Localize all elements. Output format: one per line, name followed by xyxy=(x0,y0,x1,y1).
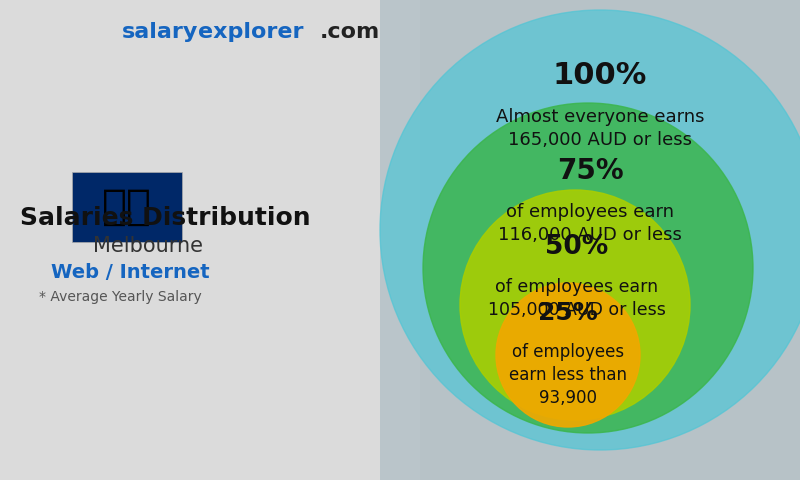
Text: .com: .com xyxy=(320,22,380,42)
Text: of employees earn
105,000 AUD or less: of employees earn 105,000 AUD or less xyxy=(488,278,666,319)
Circle shape xyxy=(380,10,800,450)
Text: Web / Internet: Web / Internet xyxy=(50,263,210,281)
Text: 75%: 75% xyxy=(557,157,623,185)
Text: Melbourne: Melbourne xyxy=(93,236,203,256)
Text: salary: salary xyxy=(122,22,198,42)
Text: of employees earn
116,000 AUD or less: of employees earn 116,000 AUD or less xyxy=(498,203,682,244)
FancyBboxPatch shape xyxy=(72,172,182,242)
Circle shape xyxy=(423,103,753,433)
Text: explorer: explorer xyxy=(198,22,303,42)
Text: Almost everyone earns
165,000 AUD or less: Almost everyone earns 165,000 AUD or les… xyxy=(496,108,704,149)
Text: Salaries Distribution: Salaries Distribution xyxy=(20,206,310,230)
Circle shape xyxy=(460,190,690,420)
Text: * Average Yearly Salary: * Average Yearly Salary xyxy=(38,290,202,304)
Text: 50%: 50% xyxy=(546,234,609,260)
FancyBboxPatch shape xyxy=(380,0,800,480)
Text: of employees
earn less than
93,900: of employees earn less than 93,900 xyxy=(509,343,627,407)
Text: 🇦🇺: 🇦🇺 xyxy=(102,186,152,228)
Text: 25%: 25% xyxy=(538,301,598,325)
Text: 100%: 100% xyxy=(553,61,647,90)
Circle shape xyxy=(496,283,640,427)
FancyBboxPatch shape xyxy=(0,0,420,480)
